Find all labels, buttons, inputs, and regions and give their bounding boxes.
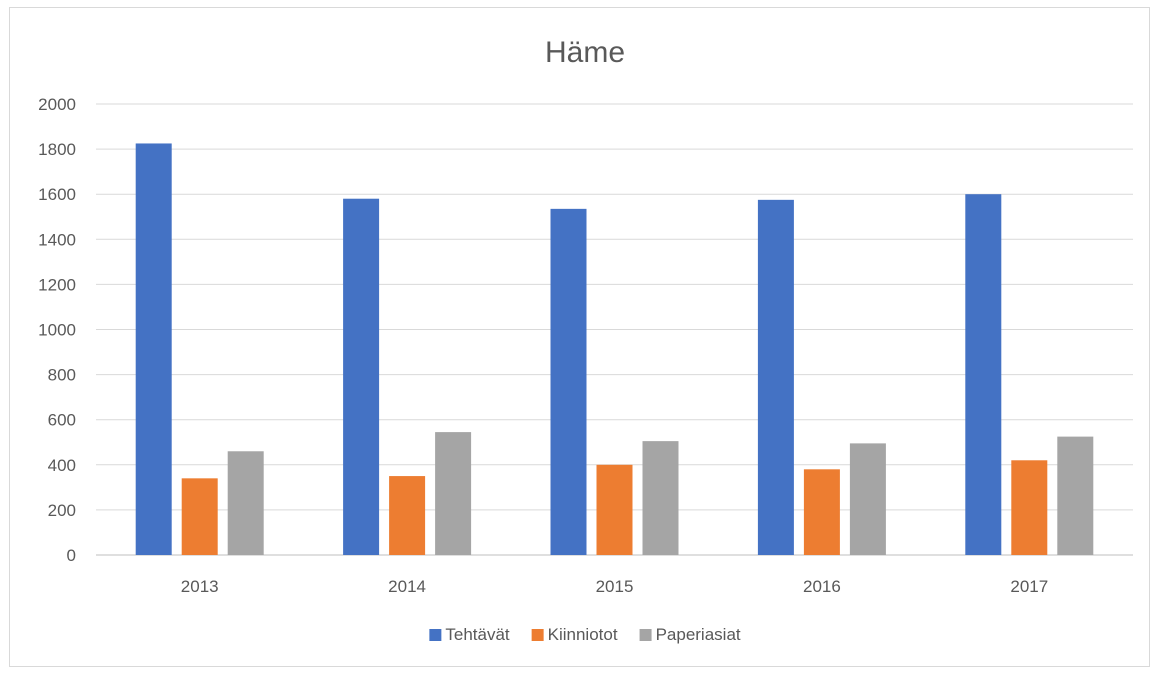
- y-tick-label: 600: [48, 411, 76, 430]
- y-tick-label: 2000: [38, 95, 76, 114]
- legend-item-tehtävät: Tehtävät: [429, 625, 510, 644]
- bar-paperiasiat-2016: [849, 443, 886, 555]
- bar-paperiasiat-2013: [227, 451, 264, 555]
- bar-kiinniotot-2017: [1011, 460, 1048, 555]
- y-tick-label: 400: [48, 456, 76, 475]
- legend-label: Paperiasiat: [656, 625, 741, 644]
- y-tick-label: 1200: [38, 275, 76, 294]
- legend-label: Kiinniotot: [548, 625, 618, 644]
- y-tick-label: 1000: [38, 321, 76, 340]
- y-tick-label: 0: [67, 546, 76, 565]
- legend-swatch: [429, 629, 442, 641]
- bar-kiinniotot-2015: [596, 464, 633, 555]
- y-tick-label: 1600: [38, 185, 76, 204]
- bar-kiinniotot-2016: [803, 469, 840, 555]
- legend: Tehtävät Kiinniotot Paperiasiat: [429, 625, 741, 644]
- bar-paperiasiat-2014: [435, 432, 472, 555]
- bar-kiinniotot-2014: [389, 476, 426, 555]
- y-tick-label: 200: [48, 501, 76, 520]
- bar-kiinniotot-2013: [181, 478, 218, 555]
- x-tick-label: 2017: [1010, 577, 1048, 596]
- y-tick-label: 1800: [38, 140, 76, 159]
- y-tick-label: 1400: [38, 230, 76, 249]
- bar-tehtävät-2013: [135, 143, 172, 555]
- legend-item-paperiasiat: Paperiasiat: [639, 625, 741, 644]
- bar-paperiasiat-2015: [642, 441, 679, 555]
- y-tick-label: 800: [48, 366, 76, 385]
- x-tick-label: 2013: [181, 577, 219, 596]
- x-tick-label: 2014: [388, 577, 426, 596]
- legend-swatch: [531, 629, 544, 641]
- legend-item-kiinniotot: Kiinniotot: [531, 625, 618, 644]
- bar-tehtävät-2014: [343, 198, 380, 555]
- legend-label: Tehtävät: [445, 625, 510, 644]
- legend-swatch: [639, 629, 652, 641]
- x-tick-label: 2016: [803, 577, 841, 596]
- bar-tehtävät-2016: [757, 199, 794, 555]
- y-axis-ticks: 0 200 400 600 800 1000 1200 1400 1600 1800 2000: [38, 95, 76, 565]
- bar-paperiasiat-2017: [1057, 436, 1094, 555]
- bar-tehtävät-2017: [965, 194, 1002, 555]
- bar-tehtävät-2015: [550, 208, 587, 556]
- bars: [135, 143, 1094, 556]
- gridlines: [96, 103, 1133, 556]
- x-axis-ticks: 2013 2014 2015 2016 2017: [181, 577, 1048, 596]
- chart-title: Häme: [545, 36, 625, 69]
- x-tick-label: 2015: [596, 577, 634, 596]
